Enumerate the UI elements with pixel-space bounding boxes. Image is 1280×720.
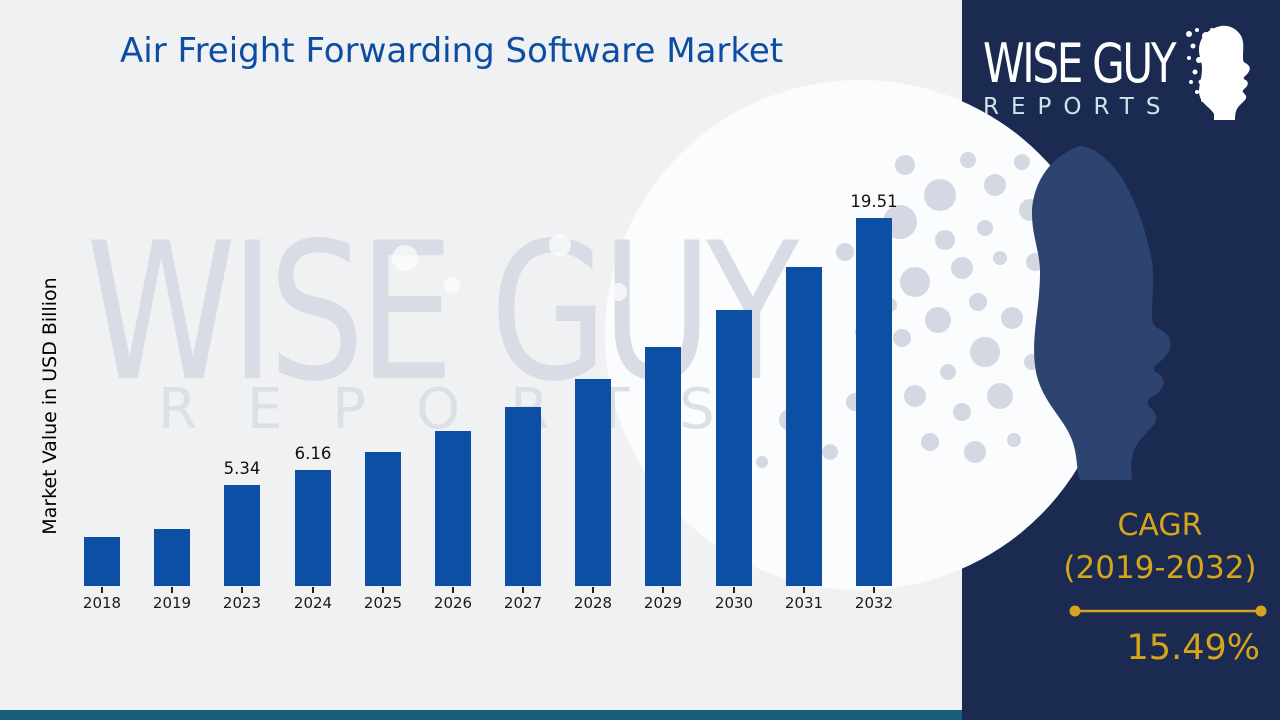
cagr-divider-line <box>1069 605 1267 617</box>
x-tick-label: 2028 <box>573 594 613 612</box>
x-tick <box>592 587 594 593</box>
bar-2030 <box>716 310 752 586</box>
bar-2031 <box>786 267 822 586</box>
bar-2029 <box>645 347 681 586</box>
x-tick <box>873 587 875 593</box>
cagr-value: 15.49% <box>1126 628 1260 668</box>
bar-2032 <box>856 218 892 586</box>
x-tick <box>452 587 454 593</box>
x-tick-label: 2031 <box>784 594 824 612</box>
bar-2019 <box>154 529 190 586</box>
logo-line2: REPORTS <box>983 94 1173 121</box>
logo-wordmark: WISE GUY REPORTS <box>983 32 1228 121</box>
brain-dots-pattern <box>756 152 1044 468</box>
x-tick-label: 2019 <box>152 594 192 612</box>
bar-2026 <box>435 431 471 586</box>
bottom-accent-bar <box>0 710 962 720</box>
x-tick <box>312 587 314 593</box>
value-label: 6.16 <box>294 444 332 463</box>
x-tick-label: 2032 <box>854 594 894 612</box>
head-profile-dots-icon <box>1186 25 1250 120</box>
cagr-heading: CAGR <box>1117 508 1203 543</box>
bar-2023 <box>224 485 260 586</box>
bar-2018 <box>84 537 120 586</box>
cagr-block: CAGR (2019-2032) <box>1048 508 1272 586</box>
value-label: 19.51 <box>850 192 898 211</box>
x-tick-label: 2026 <box>433 594 473 612</box>
watermark-subtitle: REPORTS <box>158 377 765 442</box>
x-tick <box>101 587 103 593</box>
x-tick-label: 2018 <box>82 594 122 612</box>
x-tick-label: 2025 <box>363 594 403 612</box>
bar-2025 <box>365 452 401 586</box>
watermark-dot <box>549 234 571 256</box>
x-tick-label: 2029 <box>643 594 683 612</box>
x-tick-label: 2027 <box>503 594 543 612</box>
bar-2024 <box>295 470 331 586</box>
x-tick <box>662 587 664 593</box>
bar-2027 <box>505 407 541 586</box>
x-tick <box>733 587 735 593</box>
y-axis-label: Market Value in USD Billion <box>39 277 61 535</box>
watermark-dot <box>444 277 460 293</box>
page-title: Air Freight Forwarding Software Market <box>120 31 784 71</box>
x-tick <box>241 587 243 593</box>
x-tick <box>171 587 173 593</box>
head-profile-silhouette-icon <box>1032 146 1171 480</box>
watermark-dot <box>392 245 418 271</box>
bar-chart: 2018 2019 2023 5.34 2024 6.16 2025 2026 2027 2028… <box>82 192 898 612</box>
bar-2028 <box>575 379 611 586</box>
cagr-range: (2019-2032) <box>1063 550 1257 586</box>
x-tick <box>522 587 524 593</box>
logo-line1: WISE GUY <box>983 32 1177 95</box>
watermark-dot <box>609 283 627 301</box>
x-tick-label: 2030 <box>714 594 754 612</box>
value-label: 5.34 <box>223 459 261 478</box>
x-tick <box>382 587 384 593</box>
x-tick-label: 2023 <box>222 594 262 612</box>
x-tick <box>803 587 805 593</box>
x-tick-label: 2024 <box>293 594 333 612</box>
